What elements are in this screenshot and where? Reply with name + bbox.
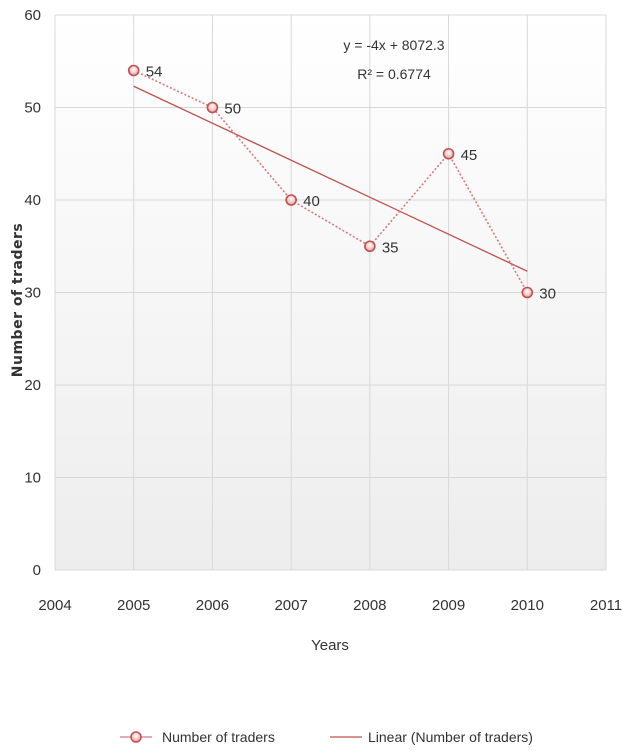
x-tick-label: 2004	[38, 597, 71, 614]
legend-trend-label: Linear (Number of traders)	[368, 729, 533, 745]
y-tick-label: 40	[24, 192, 41, 209]
data-label: 40	[303, 193, 320, 210]
data-labels-group: 54 50 40 35 45 30	[146, 64, 556, 303]
x-tick-label: 2005	[117, 597, 150, 614]
y-tick-label: 20	[24, 377, 41, 394]
data-label: 50	[224, 101, 241, 118]
data-point	[364, 240, 376, 253]
data-point	[127, 64, 140, 77]
data-point	[442, 147, 455, 160]
legend: Number of traders Linear (Number of trad…	[120, 729, 533, 745]
y-tick-label: 50	[24, 100, 41, 117]
data-point	[285, 194, 297, 206]
series-line	[133, 69, 528, 293]
x-axis-ticks: 2004 2005 2006 2007 2008 2009 2010 2011	[38, 597, 622, 614]
x-axis-title: Years	[311, 637, 349, 654]
data-label: 54	[146, 64, 163, 81]
y-axis-ticks: 0 10 20 30 40 50 60	[24, 7, 41, 579]
trendline-equation: y = -4x + 8072.3	[343, 37, 444, 53]
x-tick-label: 2007	[274, 597, 307, 614]
y-tick-label: 0	[33, 562, 41, 579]
trendline-r-squared: R² = 0.6774	[357, 66, 431, 82]
x-tick-label: 2009	[432, 597, 465, 614]
data-point	[206, 101, 219, 114]
legend-series-label: Number of traders	[162, 729, 275, 745]
y-axis-title: Number of traders	[10, 223, 26, 377]
y-tick-label: 30	[24, 285, 41, 302]
data-label: 45	[461, 147, 478, 164]
x-tick-label: 2008	[353, 597, 386, 614]
legend-series-marker	[130, 731, 142, 743]
data-label: 30	[539, 286, 556, 303]
data-point	[521, 286, 534, 299]
x-tick-label: 2006	[196, 597, 229, 614]
trendline	[133, 85, 528, 272]
trendline-group	[133, 85, 528, 272]
y-tick-label: 10	[24, 470, 41, 487]
x-tick-label: 2011	[590, 597, 622, 614]
y-tick-label: 60	[24, 7, 41, 24]
x-tick-label: 2010	[511, 597, 544, 614]
series-group	[127, 64, 534, 299]
data-label: 35	[382, 239, 399, 256]
